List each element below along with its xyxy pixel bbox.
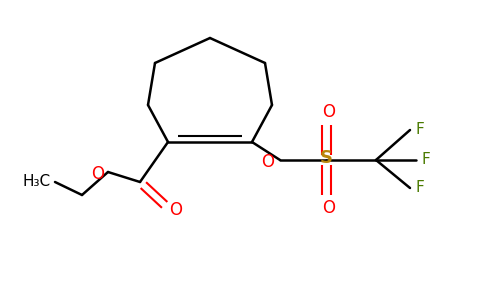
Text: F: F xyxy=(416,181,424,196)
Text: O: O xyxy=(169,201,182,219)
Text: H₃C: H₃C xyxy=(23,175,51,190)
Text: S: S xyxy=(319,149,333,167)
Text: O: O xyxy=(322,103,335,121)
Text: O: O xyxy=(91,165,105,183)
Text: O: O xyxy=(322,199,335,217)
Text: F: F xyxy=(422,152,430,167)
Text: F: F xyxy=(416,122,424,137)
Text: O: O xyxy=(261,153,274,171)
